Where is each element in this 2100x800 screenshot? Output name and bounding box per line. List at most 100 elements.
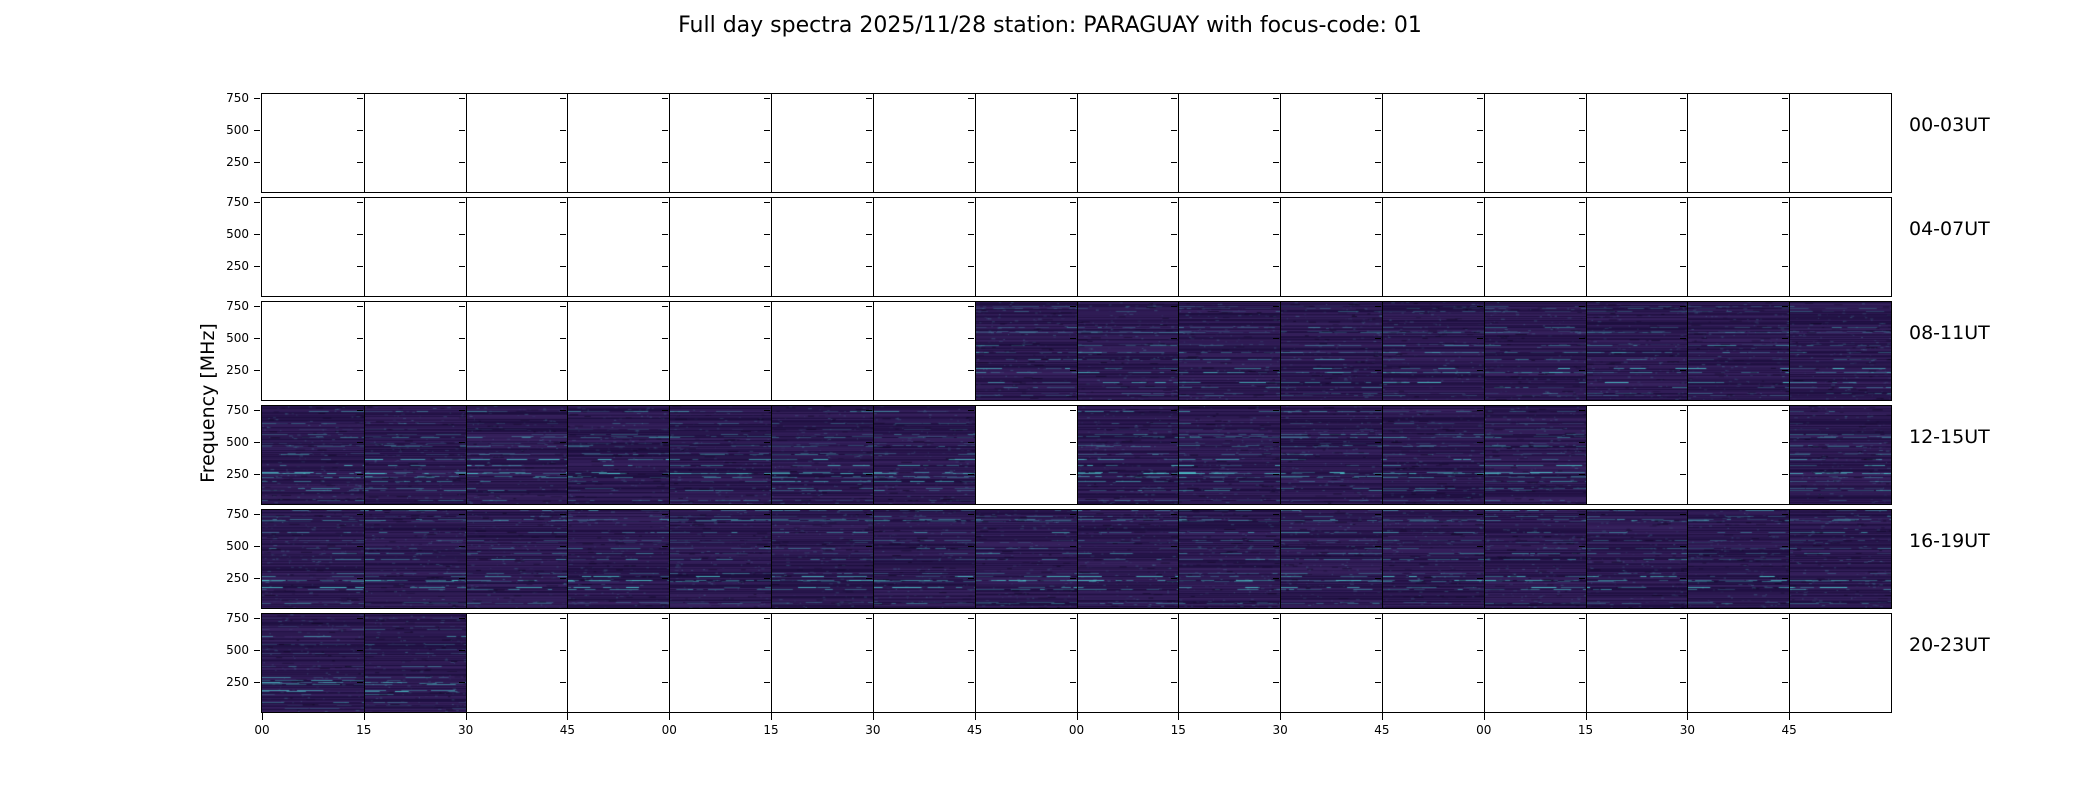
inner-y-tick xyxy=(356,546,363,547)
inner-y-tick xyxy=(1578,130,1585,131)
spectrogram-cell xyxy=(262,614,364,712)
inner-y-tick xyxy=(1782,514,1789,515)
segment-divider xyxy=(1076,510,1078,608)
segment-divider xyxy=(1178,614,1180,712)
inner-y-tick xyxy=(356,442,363,443)
inner-y-tick xyxy=(1578,442,1585,443)
inner-y-tick xyxy=(967,338,974,339)
inner-y-tick xyxy=(1680,234,1687,235)
spectrogram-cell xyxy=(1687,302,1790,400)
spectrogram-cell xyxy=(465,510,568,608)
inner-y-tick xyxy=(1476,578,1483,579)
inner-y-tick xyxy=(865,162,872,163)
y-tick-mark xyxy=(254,442,260,443)
segment-divider xyxy=(1585,406,1587,504)
inner-y-tick xyxy=(1782,650,1789,651)
inner-y-tick xyxy=(1782,338,1789,339)
inner-y-tick xyxy=(1578,266,1585,267)
y-tick-label: 750 xyxy=(226,507,249,521)
segment-divider xyxy=(872,198,874,296)
segment-divider xyxy=(1076,198,1078,296)
spectrogram-cell xyxy=(363,614,466,712)
segment-divider xyxy=(1381,94,1383,192)
x-tick-label: 30 xyxy=(1679,723,1696,737)
inner-y-tick xyxy=(967,202,974,203)
inner-y-tick xyxy=(1476,474,1483,475)
segment-divider xyxy=(1076,94,1078,192)
inner-y-tick xyxy=(1374,474,1381,475)
spectrogram-cell xyxy=(363,510,466,608)
inner-y-tick xyxy=(458,266,465,267)
segment-divider xyxy=(1789,510,1791,608)
inner-y-tick xyxy=(1069,202,1076,203)
inner-y-tick xyxy=(967,410,974,411)
y-tick-mark xyxy=(254,474,260,475)
inner-y-tick xyxy=(458,650,465,651)
inner-y-tick xyxy=(560,650,567,651)
segment-divider xyxy=(872,94,874,192)
inner-y-tick xyxy=(560,370,567,371)
segment-divider xyxy=(1687,94,1689,192)
segment-divider xyxy=(1789,406,1791,504)
inner-y-tick xyxy=(662,578,669,579)
inner-y-tick xyxy=(1273,306,1280,307)
y-tick-label: 250 xyxy=(226,675,249,689)
spectrogram-cell xyxy=(1585,510,1688,608)
inner-y-tick xyxy=(1782,202,1789,203)
inner-y-tick xyxy=(1680,370,1687,371)
inner-y-tick xyxy=(356,266,363,267)
inner-y-tick xyxy=(967,370,974,371)
inner-y-tick xyxy=(1171,442,1178,443)
segment-divider xyxy=(1483,94,1485,192)
inner-y-tick xyxy=(356,370,363,371)
inner-y-tick xyxy=(967,682,974,683)
y-tick-label: 500 xyxy=(226,643,249,657)
inner-y-tick xyxy=(1069,442,1076,443)
spectrogram-cell xyxy=(1687,510,1790,608)
segment-divider xyxy=(1687,198,1689,296)
inner-y-tick xyxy=(356,514,363,515)
inner-y-tick xyxy=(356,618,363,619)
y-tick-mark xyxy=(254,130,260,131)
x-tick-label: 30 xyxy=(457,723,474,737)
segment-divider xyxy=(1585,198,1587,296)
inner-y-tick xyxy=(662,514,669,515)
inner-y-tick xyxy=(560,546,567,547)
inner-y-tick xyxy=(764,514,771,515)
inner-y-tick xyxy=(1680,442,1687,443)
inner-y-tick xyxy=(662,202,669,203)
inner-y-tick xyxy=(1069,162,1076,163)
x-tick-label: 15 xyxy=(356,723,372,737)
inner-y-tick xyxy=(1680,474,1687,475)
inner-y-tick xyxy=(560,98,567,99)
x-tick-label: 45 xyxy=(1781,723,1797,737)
inner-y-tick xyxy=(1273,410,1280,411)
inner-y-tick xyxy=(1374,306,1381,307)
row-time-label: 20-23UT xyxy=(1909,634,1990,656)
spectrogram-cell xyxy=(771,510,873,608)
inner-y-tick xyxy=(1374,514,1381,515)
y-tick-mark xyxy=(254,650,260,651)
inner-y-tick xyxy=(662,234,669,235)
inner-y-tick xyxy=(865,98,872,99)
inner-y-tick xyxy=(1171,474,1178,475)
inner-y-tick xyxy=(356,234,363,235)
inner-y-tick xyxy=(967,578,974,579)
inner-y-tick xyxy=(1578,98,1585,99)
inner-y-tick xyxy=(967,234,974,235)
inner-y-tick xyxy=(1782,98,1789,99)
segment-divider xyxy=(567,302,569,400)
inner-y-tick xyxy=(764,130,771,131)
spectrogram-cell xyxy=(363,406,466,504)
inner-y-tick xyxy=(1476,546,1483,547)
x-tick-mark xyxy=(771,713,773,720)
inner-y-tick xyxy=(356,338,363,339)
y-tick-mark xyxy=(254,410,260,411)
inner-y-tick xyxy=(1069,474,1076,475)
inner-y-tick xyxy=(458,306,465,307)
x-tick-label: 15 xyxy=(763,723,779,737)
x-tick-mark xyxy=(1076,713,1078,720)
inner-y-tick xyxy=(458,338,465,339)
inner-y-tick xyxy=(1171,338,1178,339)
y-tick-mark xyxy=(254,370,260,371)
